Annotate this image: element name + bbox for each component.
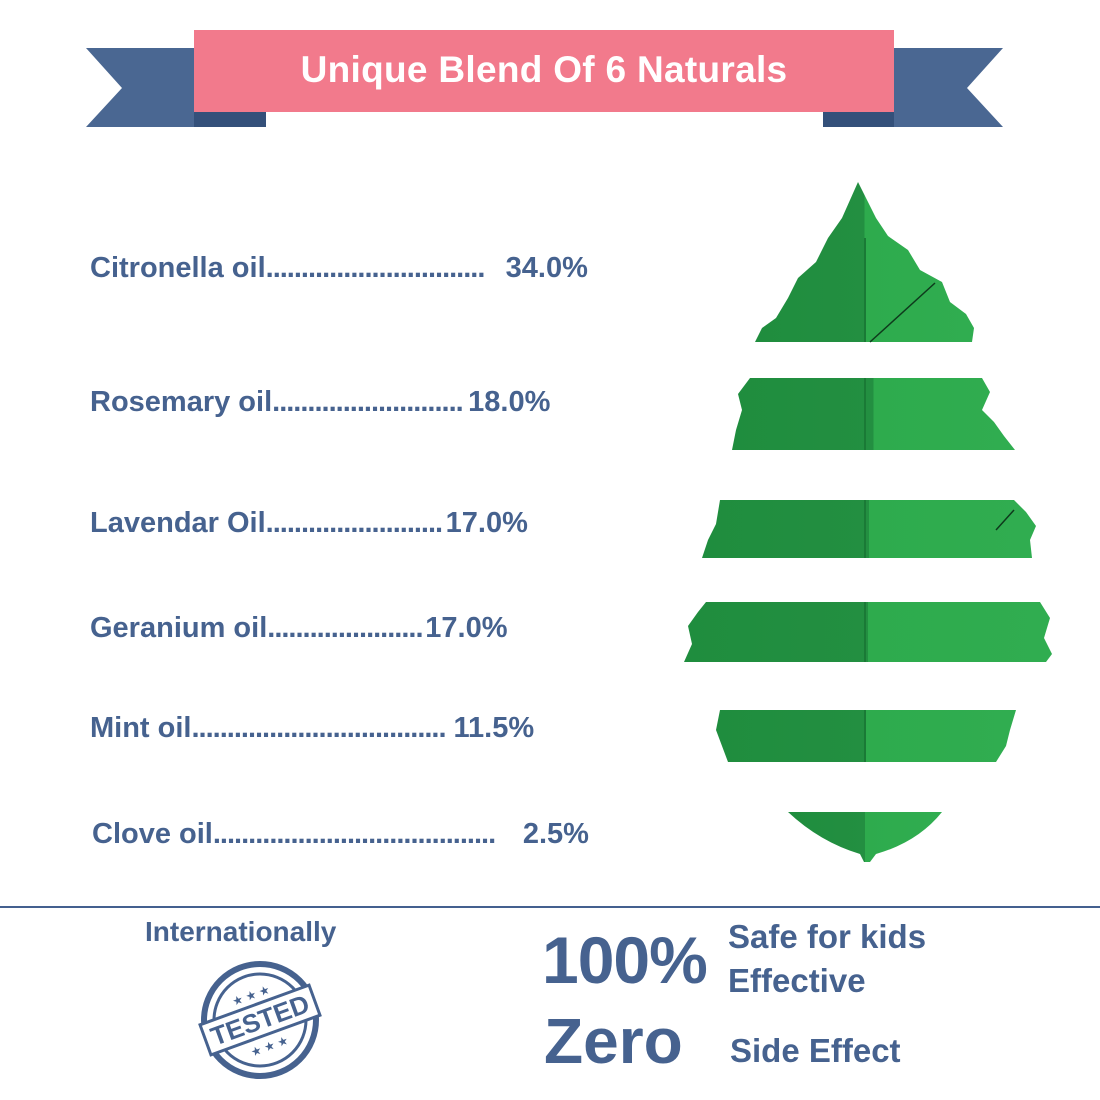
ingredient-row: Rosemary oil........................... 1… [90,386,550,419]
ingredient-row: Geranium oil...................... 17.0% [90,612,508,645]
leaf-slice-2 [732,378,1015,450]
sliced-leaf-illustration [684,182,1052,862]
ingredient-percent: 17.0% [445,507,528,539]
ingredient-row: Mint oil................................… [90,712,534,745]
ingredient-dots: ........................................ [212,818,496,850]
leaf-slice-4 [684,602,1052,662]
ingredient-percent: 18.0% [468,386,551,418]
ingredient-dots: ............................... [265,252,486,284]
ingredient-name: Clove oil [92,818,213,850]
ingredient-row: Citronella oil..........................… [90,252,588,285]
ingredient-percent: 11.5% [453,712,535,744]
leaf-slice-3 [702,500,1036,558]
ingredient-dots: .................................... [191,712,446,744]
ingredient-name: Citronella oil [90,252,266,284]
claim-safe-for-kids: Safe for kids [728,918,927,955]
ingredient-percent: 2.5% [522,818,589,850]
ingredient-name: Mint oil [90,712,192,744]
internationally-label: Internationally [145,916,337,947]
ingredient-percent: 17.0% [425,612,508,644]
hundred-percent: 100% [542,923,708,997]
ingredient-percent: 34.0% [505,252,588,284]
ingredient-name: Rosemary oil [90,386,273,418]
footer-divider [0,906,1100,908]
ingredient-dots: ...................... [267,612,423,644]
ingredient-name: Geranium oil [90,612,268,644]
claim-effective: Effective [728,962,866,999]
ribbon-banner-graphic [86,30,1003,127]
ingredient-row: Clove oil...............................… [92,818,589,851]
banner-title: Unique Blend Of 6 Naturals [300,49,788,90]
zero-label: Zero [544,1005,683,1077]
leaf-slice-1 [755,182,974,343]
ingredient-row: Lavendar Oil......................... 17.… [90,507,528,540]
ingredient-dots: ......................... [265,507,443,539]
claim-side-effect: Side Effect [730,1032,901,1069]
leaf-slice-5 [716,710,1016,762]
ingredient-name: Lavendar Oil [90,507,266,539]
ingredient-dots: ........................... [272,386,464,418]
tested-stamp-icon: TESTED ★ ★ ★ ★ ★ ★ [198,961,322,1079]
leaf-slice-6 [788,812,942,862]
